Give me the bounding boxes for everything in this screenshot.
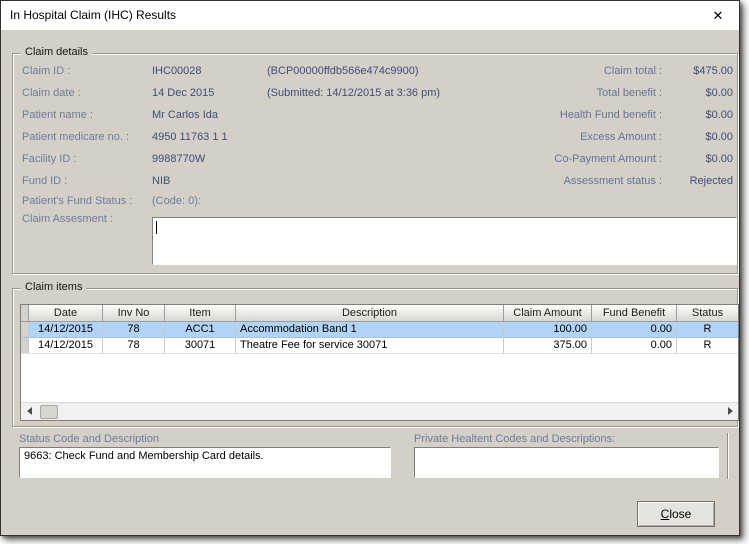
total-row-claim-total: Claim total : $475.00	[13, 65, 737, 85]
header-fund-benefit[interactable]: Fund Benefit	[592, 305, 677, 322]
claim-assessment-textarea[interactable]	[152, 217, 737, 265]
row-selector-header	[21, 305, 29, 322]
claim-total-label: Claim total :	[603, 65, 662, 77]
close-button[interactable]: Close	[637, 501, 715, 527]
close-icon[interactable]: ✕	[712, 8, 724, 23]
claim-details-group-label: Claim details	[21, 46, 92, 58]
private-codes-field[interactable]	[414, 447, 719, 478]
cell-inv-no: 78	[103, 322, 165, 338]
header-item[interactable]: Item	[165, 305, 236, 322]
claim-date-label: Claim date :	[22, 87, 81, 99]
cell-claim-amount: 100.00	[504, 322, 592, 338]
claim-assessment-label: Claim Assesment :	[22, 213, 114, 225]
cell-item: ACC1	[165, 322, 236, 338]
row-selector-cell	[21, 322, 29, 338]
left-arrow-icon	[26, 407, 32, 415]
row-selector-cell	[21, 338, 29, 354]
status-code-value: 9663: Check Fund and Membership Card det…	[24, 450, 264, 462]
dialog-window: In Hospital Claim (IHC) Results ✕ Claim …	[0, 0, 740, 536]
cell-status: R	[677, 338, 738, 354]
field-row-fund-status: Patient's Fund Status : (Code: 0):	[13, 195, 737, 215]
facility-id-label: Facility ID :	[22, 153, 77, 165]
text-cursor	[156, 221, 157, 234]
field-row-claim-date: Claim date : 14 Dec 2015 (Submitted: 14/…	[13, 87, 737, 107]
excess-amount-value: $0.00	[705, 131, 733, 143]
excess-amount-label: Excess Amount :	[580, 131, 662, 143]
total-row-excess-amount: Excess Amount : $0.00	[13, 131, 737, 151]
assessment-status-label: Assessment status :	[563, 175, 662, 187]
claim-date-extra: (Submitted: 14/12/2015 at 3:36 pm)	[267, 87, 441, 99]
copayment-amount-label: Co-Payment Amount :	[554, 153, 662, 165]
fund-status-value: (Code: 0):	[152, 195, 201, 207]
header-inv-no[interactable]: Inv No	[103, 305, 165, 322]
facility-id-value: 9988770W	[152, 153, 206, 165]
field-row-patient-name: Patient name : Mr Carlos Ida	[13, 109, 737, 129]
private-codes-label: Private Healtent Codes and Descriptions:	[414, 433, 616, 445]
fund-id-value: NIB	[152, 175, 171, 187]
table-row[interactable]: 14/12/2015 78 30071 Theatre Fee for serv…	[21, 338, 738, 354]
total-row-assessment-status: Assessment status : Rejected	[13, 175, 737, 195]
claim-id-value: IHC00028	[152, 65, 202, 77]
field-row-claim-id: Claim ID : IHC00028 (BCP00000ffdb566e474…	[13, 65, 737, 85]
total-row-health-fund-benefit: Health Fund benefit : $0.00	[13, 109, 737, 129]
scrollbar-thumb[interactable]	[40, 405, 58, 419]
fund-status-label: Patient's Fund Status :	[22, 195, 133, 207]
total-benefit-label: Total benefit :	[596, 87, 662, 99]
medicare-no-label: Patient medicare no. :	[22, 131, 130, 143]
cell-fund-benefit: 0.00	[592, 322, 677, 338]
cell-item: 30071	[165, 338, 236, 354]
table-header-row[interactable]: Date Inv No Item Description Claim Amoun…	[21, 305, 738, 322]
claim-details-group: Claim details Claim ID : IHC00028 (BCP00…	[12, 46, 738, 274]
header-claim-amount[interactable]: Claim Amount	[504, 305, 592, 322]
cell-fund-benefit: 0.00	[592, 338, 677, 354]
header-date[interactable]: Date	[29, 305, 103, 322]
claim-id-label: Claim ID :	[22, 65, 71, 77]
close-button-label: Close	[660, 507, 692, 521]
total-benefit-value: $0.00	[705, 87, 733, 99]
status-code-label: Status Code and Description	[19, 433, 160, 445]
right-arrow-icon	[727, 407, 733, 415]
cell-claim-amount: 375.00	[504, 338, 592, 354]
window-title: In Hospital Claim (IHC) Results	[10, 8, 177, 22]
horizontal-scrollbar[interactable]	[21, 402, 738, 420]
cell-inv-no: 78	[103, 338, 165, 354]
etched-divider	[727, 433, 729, 479]
title-bar[interactable]: In Hospital Claim (IHC) Results ✕	[1, 1, 739, 30]
field-row-facility-id: Facility ID : 9988770W	[13, 153, 737, 173]
scroll-right-button[interactable]	[722, 403, 738, 419]
cell-status: R	[677, 322, 738, 338]
copayment-amount-value: $0.00	[705, 153, 733, 165]
claim-total-value: $475.00	[693, 65, 733, 77]
medicare-no-value: 4950 11763 1 1	[152, 131, 228, 143]
field-row-claim-assessment: Claim Assesment :	[13, 213, 737, 233]
total-row-copayment-amount: Co-Payment Amount : $0.00	[13, 153, 737, 173]
claim-id-extra: (BCP00000ffdb566e474c9900)	[267, 65, 419, 77]
field-row-medicare-no: Patient medicare no. : 4950 11763 1 1	[13, 131, 737, 151]
cell-description: Accommodation Band 1	[236, 322, 504, 338]
cell-date: 14/12/2015	[29, 322, 103, 338]
field-row-fund-id: Fund ID : NIB	[13, 175, 737, 195]
status-code-field[interactable]: 9663: Check Fund and Membership Card det…	[19, 447, 391, 478]
health-fund-benefit-label: Health Fund benefit :	[559, 109, 662, 121]
header-description[interactable]: Description	[236, 305, 504, 322]
header-status[interactable]: Status	[677, 305, 738, 322]
patient-name-value: Mr Carlos Ida	[152, 109, 219, 121]
claim-items-group: Claim items Date Inv No Item Description…	[12, 281, 739, 427]
fund-id-label: Fund ID :	[22, 175, 68, 187]
health-fund-benefit-value: $0.00	[705, 109, 733, 121]
patient-name-label: Patient name :	[22, 109, 93, 121]
total-row-total-benefit: Total benefit : $0.00	[13, 87, 737, 107]
claim-date-value: 14 Dec 2015	[152, 87, 215, 99]
cell-description: Theatre Fee for service 30071	[236, 338, 504, 354]
claim-items-table[interactable]: Date Inv No Item Description Claim Amoun…	[20, 304, 739, 421]
cell-date: 14/12/2015	[29, 338, 103, 354]
scroll-left-button[interactable]	[21, 403, 37, 419]
claim-items-group-label: Claim items	[21, 281, 87, 293]
table-row[interactable]: 14/12/2015 78 ACC1 Accommodation Band 1 …	[21, 322, 738, 338]
assessment-status-value: Rejected	[689, 175, 733, 187]
